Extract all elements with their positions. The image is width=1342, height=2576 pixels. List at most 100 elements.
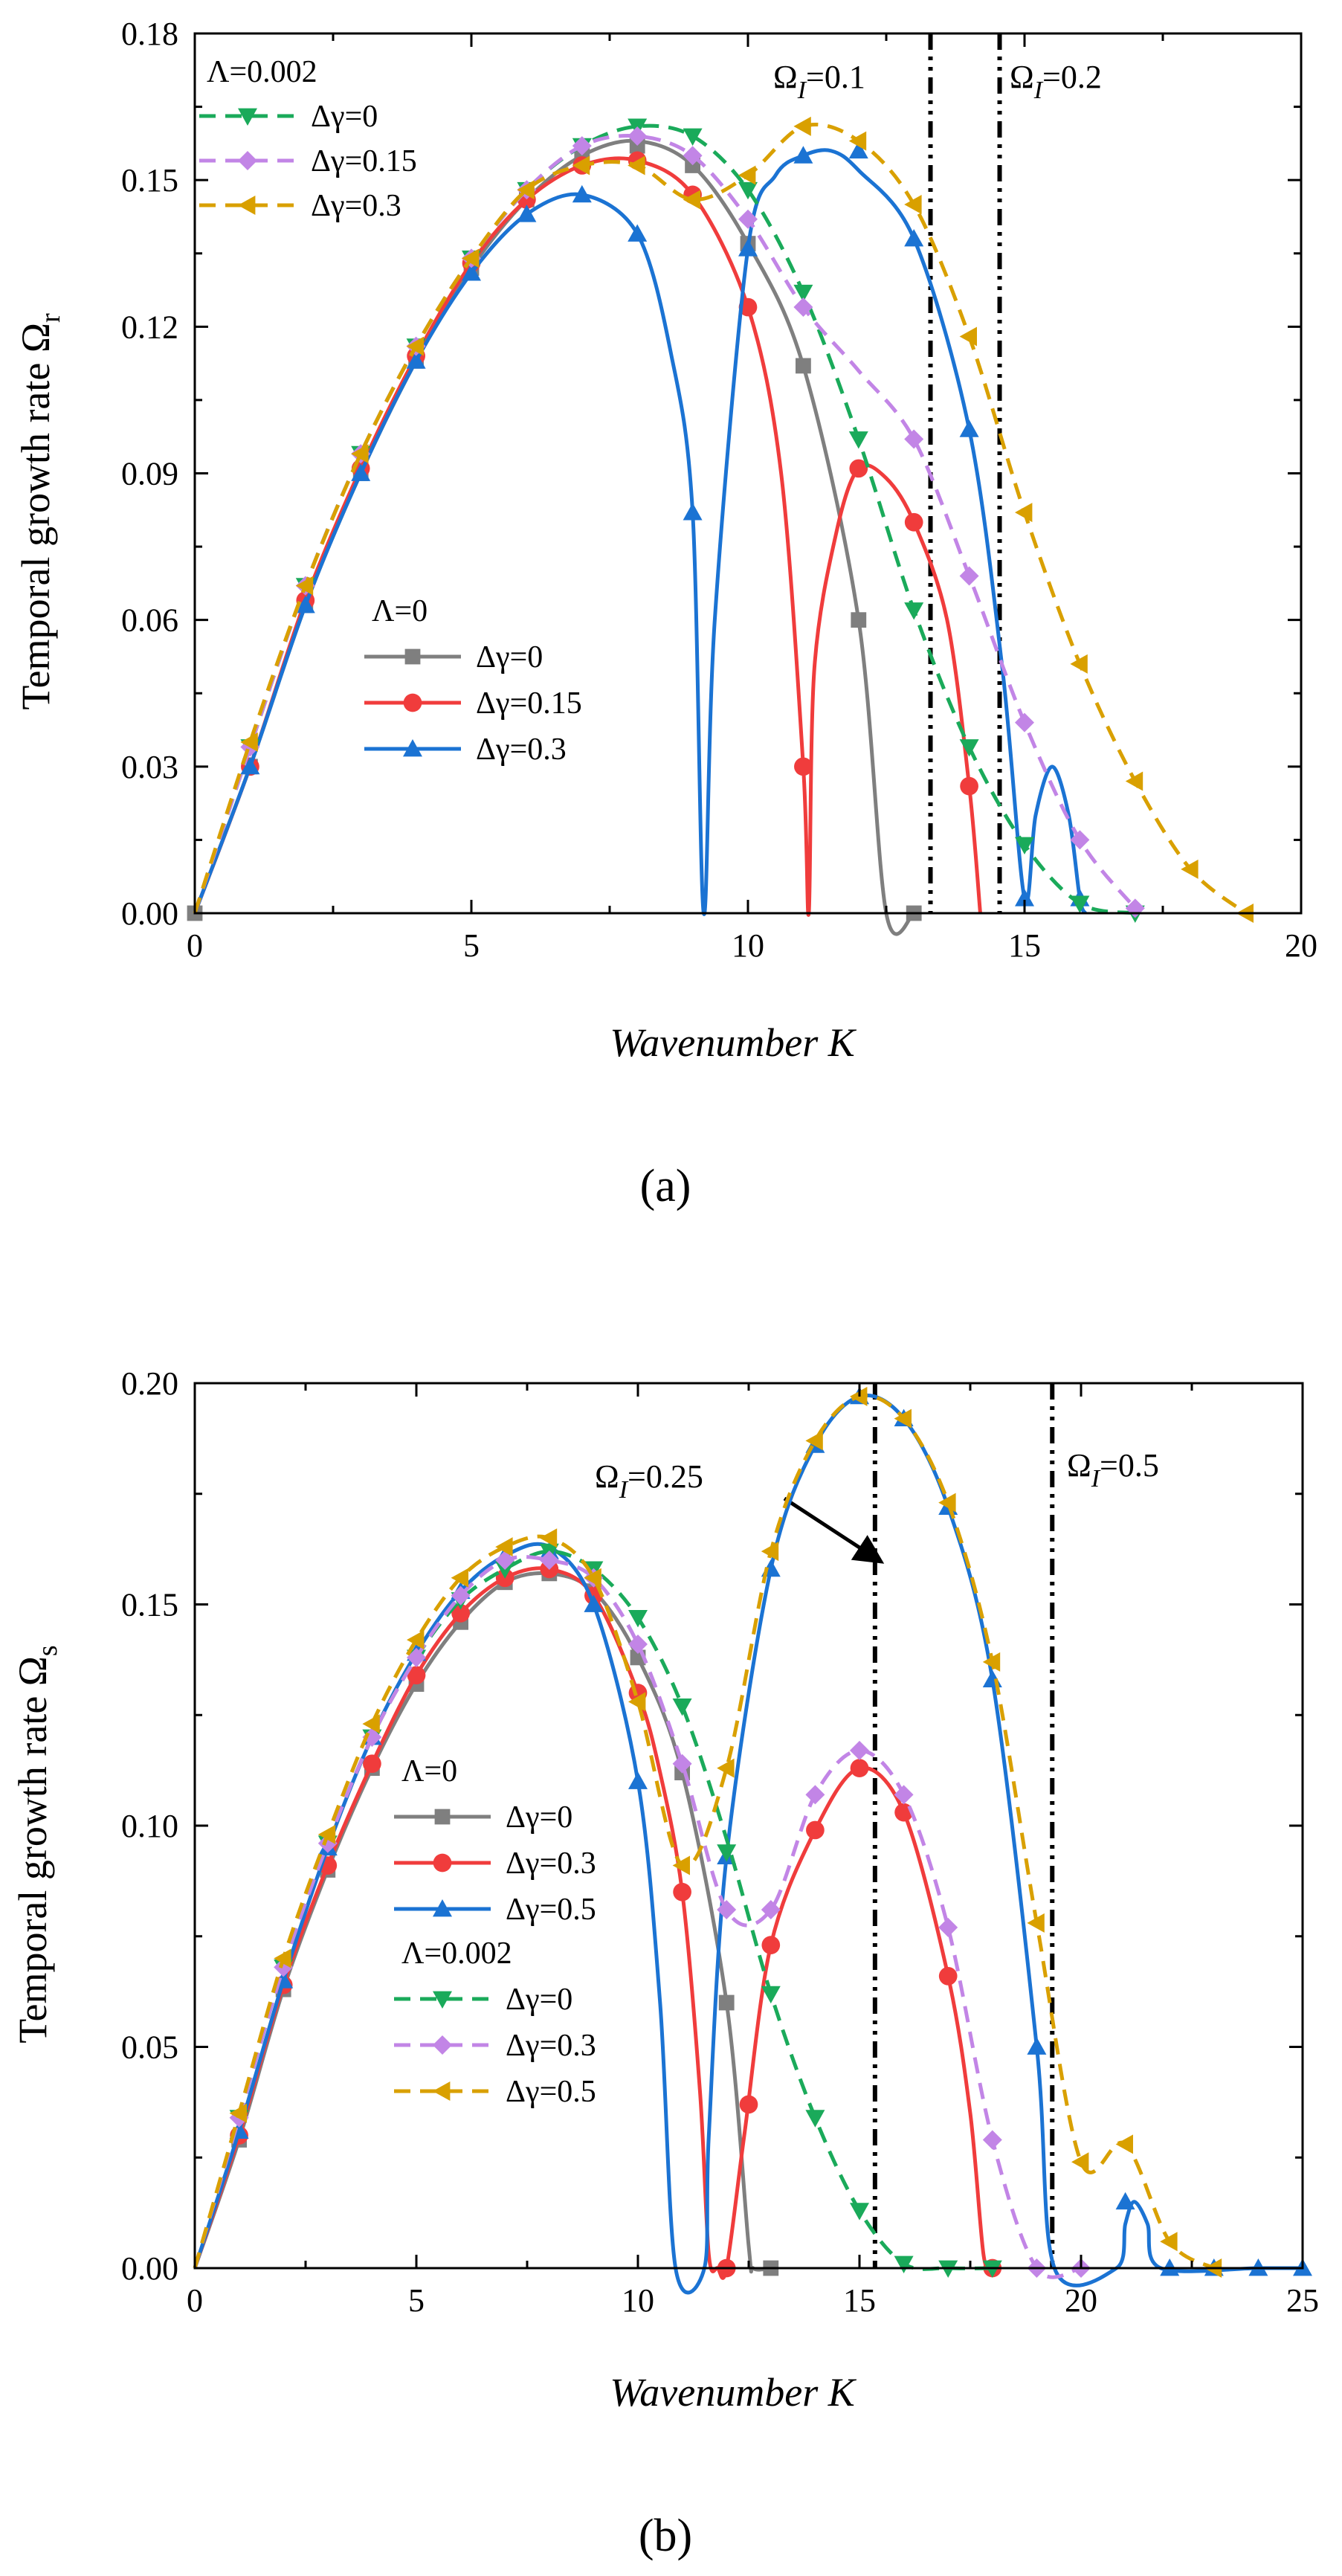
data-point [295, 595, 315, 614]
data-point [959, 419, 979, 437]
data-point [628, 224, 648, 242]
legend-title: Λ=0 [372, 594, 428, 628]
series-line [193, 156, 982, 917]
legend-entry: Δγ=0.5 [394, 1893, 596, 1927]
series-1-0-0 [193, 1565, 779, 2276]
data-point [938, 1493, 956, 1513]
data-point [462, 248, 480, 268]
data-point [1070, 830, 1090, 850]
data-point [982, 2130, 1002, 2150]
data-point [673, 1882, 691, 1902]
series-2-0-0.15 [193, 151, 982, 917]
data-point [495, 1551, 515, 1570]
x-axis-title-b: Wavenumber K [610, 2370, 857, 2415]
data-point [959, 566, 979, 586]
data-point [363, 1754, 381, 1774]
y-tick-label: 0.10 [121, 1808, 178, 1844]
legend-label: Δγ=0 [506, 1800, 572, 1835]
data-point [894, 2255, 914, 2274]
data-point [406, 336, 424, 356]
data-point [717, 1900, 737, 1920]
legend-label: Δγ=0 [506, 1983, 572, 2017]
data-point [628, 1609, 648, 1628]
x-tick-label: 20 [1065, 2282, 1097, 2319]
data-point [1125, 771, 1143, 791]
data-point [240, 732, 258, 752]
series-4-0.002-0 [193, 1543, 1002, 2278]
data-point [628, 155, 645, 176]
series-line [193, 122, 1248, 915]
series-line [193, 1555, 1082, 2279]
data-point [1015, 712, 1034, 732]
legend-label: Δγ=0.3 [506, 1846, 596, 1881]
data-point [850, 2203, 869, 2221]
legend-entry: Δγ=0.3 [394, 2029, 596, 2063]
data-point [572, 155, 590, 176]
legend-label: Δγ=0.15 [311, 144, 417, 178]
data-point [362, 1727, 382, 1747]
x-tick-label: 10 [732, 927, 764, 964]
legend-marker [403, 739, 422, 757]
series-3-0-0.3 [193, 141, 1090, 916]
data-point [982, 1652, 1001, 1672]
data-point [351, 463, 371, 481]
y-tick-label: 0.09 [121, 456, 178, 492]
legend-title: Λ=0.002 [207, 55, 317, 89]
data-point [761, 1986, 781, 2004]
data-point [584, 1594, 604, 1612]
data-point [572, 184, 592, 203]
y-tick-label: 0.06 [121, 602, 178, 639]
data-point [451, 1568, 468, 1588]
data-point [229, 2103, 247, 2123]
data-point [904, 602, 924, 620]
legend-entry: Δγ=0 [394, 1800, 572, 1835]
data-point [517, 205, 537, 222]
data-point [1015, 837, 1034, 854]
data-point [495, 1561, 515, 1579]
data-point [672, 1698, 692, 1716]
x-tick-label: 15 [843, 2282, 876, 2319]
reference-line-label-2: ΩI=0.2 [1010, 59, 1102, 104]
data-point [683, 190, 700, 210]
data-point [959, 326, 977, 347]
x-tick-label: 25 [1286, 2282, 1319, 2319]
data-point [628, 1771, 648, 1789]
reference-line-label-1: ΩI=0.25 [595, 1458, 703, 1504]
data-point [717, 1844, 737, 1862]
legend-marker [238, 196, 256, 215]
axes-b: 0 5 10 15 20 25 0.00 0.05 0.10 0.15 0.20 [121, 1365, 1319, 2319]
legend-marker [238, 108, 257, 126]
data-point [904, 512, 923, 532]
data-point [761, 1900, 781, 1920]
legend-label: Δγ=0.3 [506, 2029, 596, 2063]
data-point [517, 180, 535, 200]
data-point [406, 351, 426, 369]
data-point [805, 2110, 825, 2128]
reference-line-label-2: ΩI=0.5 [1067, 1447, 1159, 1493]
data-point [1160, 2232, 1178, 2252]
data-point [848, 431, 868, 449]
legend-entry: Δγ=0.15 [199, 144, 417, 178]
data-point [1015, 889, 1034, 907]
data-point [938, 1966, 958, 1986]
y-tick-label: 0.03 [121, 749, 178, 785]
legend-entry: Δγ=0.3 [394, 1846, 596, 1881]
series-line [193, 123, 1136, 915]
data-point [793, 297, 813, 318]
data-point [738, 181, 758, 200]
data-point [539, 1551, 559, 1570]
y-tick-label: 0.20 [121, 1365, 178, 1402]
series-line [193, 133, 1137, 914]
data-point [1181, 859, 1199, 879]
x-tick-label: 5 [463, 927, 480, 964]
data-point [761, 1542, 779, 1562]
data-point [274, 1948, 291, 1968]
legend-title: Λ=0 [401, 1754, 457, 1788]
data-point [793, 284, 813, 303]
data-point [1070, 654, 1088, 674]
y-tick-label: 0.15 [121, 1587, 178, 1623]
data-point [629, 138, 645, 154]
panel-label-b: (b) [639, 2511, 692, 2561]
panel-label-a: (a) [640, 1161, 691, 1211]
data-point [904, 229, 924, 247]
